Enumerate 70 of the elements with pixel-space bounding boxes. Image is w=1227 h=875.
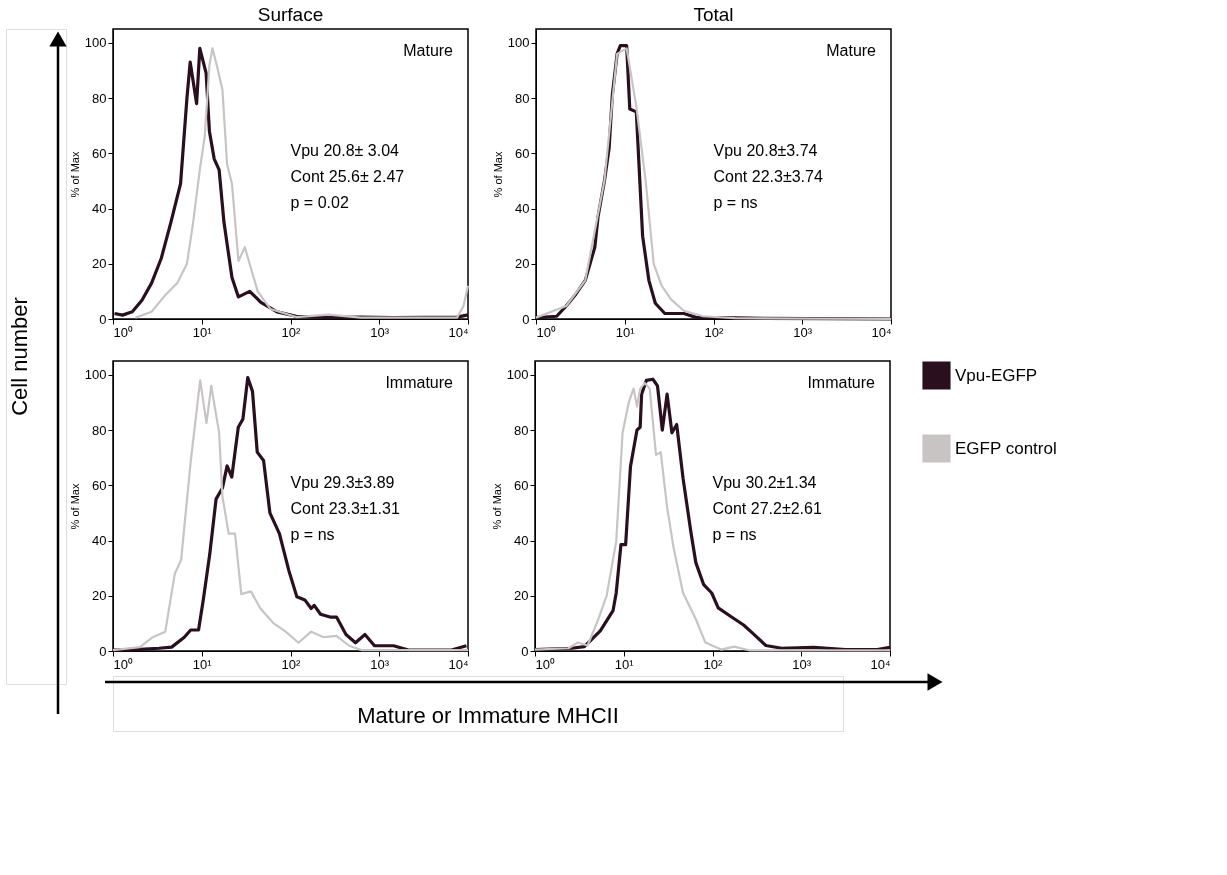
annotation: Vpu 29.3±3.89 <box>290 473 395 491</box>
x-tick-label: 10⁴ <box>448 656 469 672</box>
annotation: Vpu 20.8±3.74 <box>713 141 818 159</box>
annotation: Immature <box>385 374 454 391</box>
x-tick-label: 10² <box>281 656 302 672</box>
y-tick-label: 40 <box>92 533 107 549</box>
y-tick-label: 100 <box>84 35 107 51</box>
y-tick-label: 20 <box>92 588 107 604</box>
legend-label: Vpu-EGFP <box>955 365 1038 385</box>
y-axis-title: % of Max <box>68 151 81 198</box>
x-tick-label: 10⁰ <box>113 656 133 672</box>
y-tick-label: 0 <box>521 643 529 659</box>
y-tick-label: 20 <box>92 256 107 272</box>
y-axis-title: % of Max <box>68 483 81 530</box>
y-tick-label: 100 <box>507 35 530 51</box>
chart-title: Surface <box>257 4 324 25</box>
x-tick-label: 10⁰ <box>535 656 555 672</box>
x-tick-label: 10³ <box>792 656 812 672</box>
annotation: Cont 23.3±1.31 <box>290 499 400 517</box>
x-tick-label: 10⁰ <box>536 324 556 340</box>
y-tick-label: 0 <box>99 311 107 327</box>
x-tick-label: 10² <box>703 656 724 672</box>
y-tick-label: 0 <box>99 643 107 659</box>
y-tick-label: 80 <box>514 422 529 438</box>
x-tick-label: 10⁴ <box>871 324 892 340</box>
x-tick-label: 10¹ <box>614 656 635 672</box>
x-tick-label: 10² <box>281 324 302 340</box>
x-tick-label: 10³ <box>370 656 390 672</box>
y-tick-label: 0 <box>522 311 530 327</box>
y-tick-label: 40 <box>515 201 530 217</box>
x-tick-label: 10³ <box>793 324 813 340</box>
y-tick-label: 60 <box>92 145 107 161</box>
y-axis-title: % of Max <box>490 483 503 530</box>
annotation: p = ns <box>713 193 758 211</box>
y-tick-label: 80 <box>92 90 107 106</box>
legend-label: EGFP control <box>955 438 1057 458</box>
y-tick-label: 80 <box>515 90 530 106</box>
x-tick-label: 10⁴ <box>870 656 891 672</box>
text: Mature or Immature MHCII <box>357 703 619 728</box>
x-tick-label: 10¹ <box>192 656 213 672</box>
annotation: p = ns <box>712 525 757 543</box>
y-tick-label: 80 <box>92 422 107 438</box>
y-tick-label: 20 <box>515 256 530 272</box>
y-tick-label: 60 <box>515 145 530 161</box>
annotation: p = 0.02 <box>290 193 349 211</box>
x-tick-label: 10⁴ <box>448 324 469 340</box>
x-tick-label: 10¹ <box>192 324 213 340</box>
annotation: p = ns <box>290 525 335 543</box>
annotation: Immature <box>807 374 876 391</box>
chart-title: Total <box>693 4 734 25</box>
annotation: Cont 25.6± 2.47 <box>290 167 405 185</box>
annotation: Cont 22.3±3.74 <box>713 167 823 185</box>
annotation: Vpu 20.8± 3.04 <box>290 141 400 159</box>
x-tick-label: 10¹ <box>615 324 636 340</box>
x-tick-label: 10² <box>704 324 725 340</box>
x-tick-label: 10³ <box>370 324 390 340</box>
annotation: Mature <box>826 42 877 59</box>
y-tick-label: 100 <box>506 367 529 383</box>
y-tick-label: 60 <box>514 477 529 493</box>
y-tick-label: 40 <box>514 533 529 549</box>
annotation: Vpu 30.2±1.34 <box>712 473 817 491</box>
y-tick-label: 20 <box>514 588 529 604</box>
y-tick-label: 60 <box>92 477 107 493</box>
annotation: Cont 27.2±2.61 <box>712 499 822 517</box>
y-tick-label: 100 <box>84 367 107 383</box>
annotation: Mature <box>403 42 454 59</box>
y-tick-label: 40 <box>92 201 107 217</box>
y-axis-title: % of Max <box>491 151 504 198</box>
text: Cell number <box>7 297 32 416</box>
x-tick-label: 10⁰ <box>113 324 133 340</box>
